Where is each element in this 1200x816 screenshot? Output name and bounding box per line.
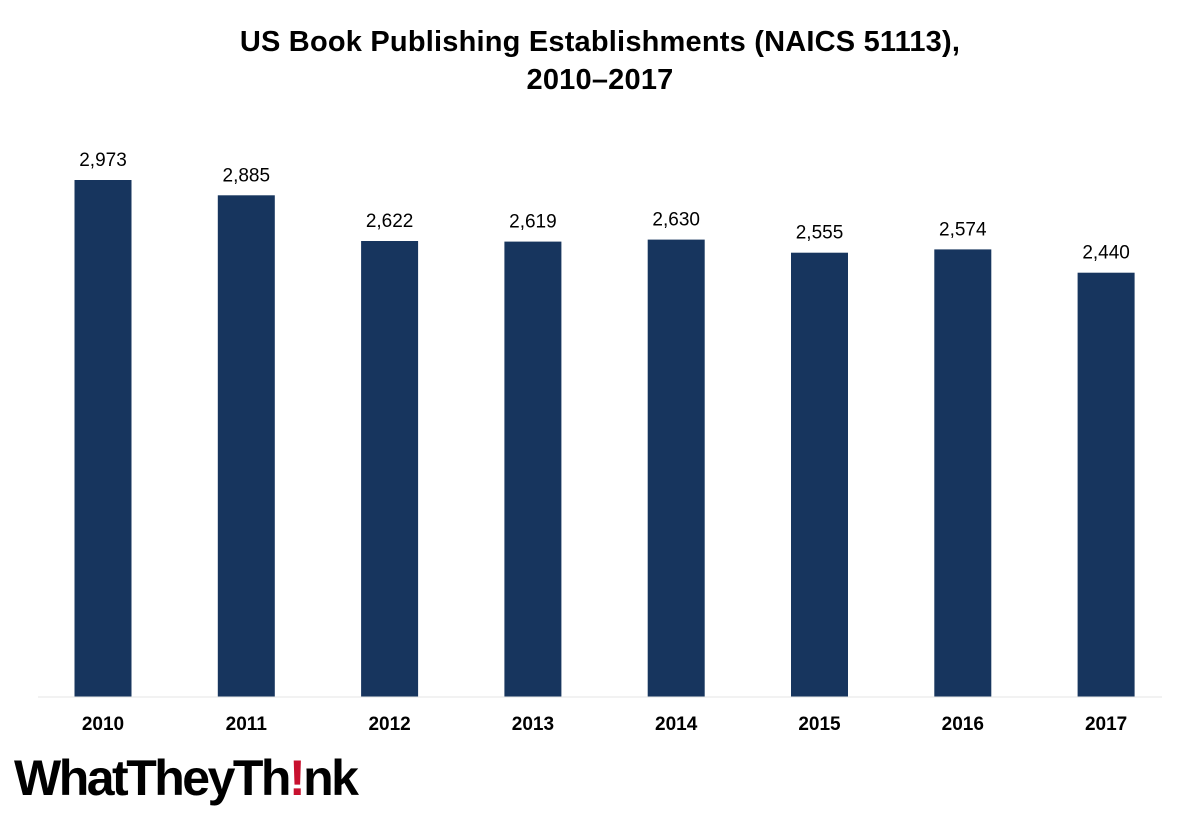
chart-title-line1: US Book Publishing Establishments (NAICS… [239,26,961,58]
x-tick-label-2015: 2015 [798,714,841,735]
value-label-2016: 2,574 [939,219,987,240]
value-label-2011: 2,885 [223,165,271,186]
value-label-2013: 2,619 [509,212,557,233]
logo-text-after: nk [303,750,359,806]
bar-2012 [361,241,419,697]
bar-2017 [1077,272,1135,697]
category-labels-group: 2010 2011 2012 2013 2014 2015 2016 2017 [82,714,1127,735]
x-tick-label-2012: 2012 [368,714,410,735]
value-labels-group: 2,973 2,885 2,622 2,619 2,630 2,555 2,574 2,440 [79,150,1130,264]
bar-2016 [934,249,992,697]
bars-group [74,180,1135,698]
x-tick-label-2017: 2017 [1085,714,1127,735]
x-tick-label-2016: 2016 [942,714,984,735]
value-label-2010: 2,973 [79,150,127,171]
whattheythink-logo: WhatTheyTh!nk [14,748,359,808]
x-tick-label-2011: 2011 [226,714,268,735]
x-tick-label-2013: 2013 [512,714,554,735]
value-label-2014: 2,630 [652,210,700,231]
logo-exclamation: ! [288,750,306,806]
value-label-2017: 2,440 [1082,243,1130,264]
x-tick-label-2010: 2010 [82,714,124,735]
bar-2011 [217,195,275,698]
bar-2010 [74,180,132,697]
value-label-2012: 2,622 [366,211,414,232]
chart-title-line2: 2010–2017 [526,64,674,96]
x-tick-label-2014: 2014 [655,714,698,735]
bar-2014 [647,239,705,697]
bar-2015 [791,252,848,697]
logo-text-before: WhatTheyTh [14,750,291,806]
value-label-2015: 2,555 [796,223,844,244]
bar-2013 [504,241,562,697]
